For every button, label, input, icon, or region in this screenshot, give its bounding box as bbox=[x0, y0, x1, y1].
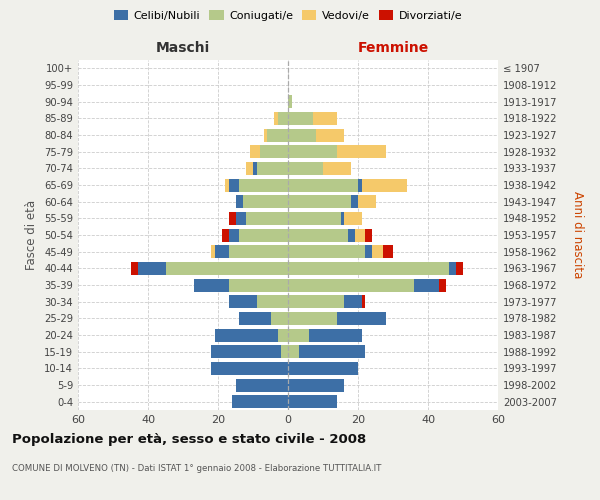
Bar bbox=[288, 328, 309, 342]
Y-axis label: Anni di nascita: Anni di nascita bbox=[571, 192, 584, 278]
Bar bbox=[323, 162, 351, 175]
Bar bbox=[193, 278, 229, 291]
Text: Maschi: Maschi bbox=[156, 41, 210, 55]
Bar bbox=[288, 345, 299, 358]
Bar bbox=[299, 345, 365, 358]
Bar bbox=[288, 295, 344, 308]
Bar bbox=[253, 162, 257, 175]
Bar bbox=[309, 328, 361, 342]
Bar bbox=[313, 112, 337, 125]
Bar bbox=[263, 128, 267, 141]
Bar bbox=[277, 328, 288, 342]
Bar bbox=[365, 245, 372, 258]
Bar bbox=[288, 312, 337, 325]
Bar bbox=[281, 345, 288, 358]
Bar bbox=[358, 178, 361, 192]
Bar bbox=[130, 262, 137, 275]
Bar bbox=[137, 262, 166, 275]
Bar bbox=[211, 245, 215, 258]
Bar bbox=[246, 162, 253, 175]
Bar bbox=[239, 228, 288, 241]
Text: Popolazione per età, sesso e stato civile - 2008: Popolazione per età, sesso e stato civil… bbox=[12, 432, 366, 446]
Bar bbox=[225, 178, 229, 192]
Bar bbox=[257, 162, 288, 175]
Bar bbox=[344, 295, 361, 308]
Bar bbox=[316, 128, 344, 141]
Bar bbox=[383, 245, 393, 258]
Bar bbox=[365, 228, 372, 241]
Bar bbox=[361, 178, 407, 192]
Bar bbox=[288, 245, 365, 258]
Bar bbox=[414, 278, 439, 291]
Bar bbox=[229, 245, 288, 258]
Bar bbox=[267, 128, 288, 141]
Bar bbox=[242, 195, 288, 208]
Bar bbox=[277, 112, 288, 125]
Bar bbox=[288, 262, 449, 275]
Bar bbox=[239, 312, 271, 325]
Bar bbox=[337, 312, 386, 325]
Bar bbox=[288, 128, 316, 141]
Bar bbox=[271, 312, 288, 325]
Bar bbox=[288, 362, 358, 375]
Bar bbox=[235, 212, 246, 225]
Bar bbox=[232, 395, 288, 408]
Text: Femmine: Femmine bbox=[358, 41, 428, 55]
Bar bbox=[358, 195, 376, 208]
Bar bbox=[341, 212, 344, 225]
Bar bbox=[288, 395, 337, 408]
Bar bbox=[372, 245, 383, 258]
Bar bbox=[355, 228, 365, 241]
Bar bbox=[288, 162, 323, 175]
Bar bbox=[215, 328, 277, 342]
Bar bbox=[288, 378, 344, 392]
Bar bbox=[229, 295, 257, 308]
Bar bbox=[288, 195, 351, 208]
Bar bbox=[239, 178, 288, 192]
Bar bbox=[288, 112, 313, 125]
Text: COMUNE DI MOLVENO (TN) - Dati ISTAT 1° gennaio 2008 - Elaborazione TUTTITALIA.IT: COMUNE DI MOLVENO (TN) - Dati ISTAT 1° g… bbox=[12, 464, 382, 473]
Bar bbox=[235, 195, 242, 208]
Bar bbox=[257, 295, 288, 308]
Bar bbox=[211, 362, 288, 375]
Bar bbox=[260, 145, 288, 158]
Bar bbox=[229, 228, 239, 241]
Bar bbox=[456, 262, 463, 275]
Bar bbox=[344, 212, 361, 225]
Bar bbox=[439, 278, 445, 291]
Bar bbox=[288, 278, 414, 291]
Bar bbox=[347, 228, 355, 241]
Bar bbox=[337, 145, 386, 158]
Legend: Celibi/Nubili, Coniugati/e, Vedovi/e, Divorziati/e: Celibi/Nubili, Coniugati/e, Vedovi/e, Di… bbox=[112, 8, 464, 23]
Bar bbox=[235, 378, 288, 392]
Bar bbox=[229, 278, 288, 291]
Bar bbox=[288, 212, 341, 225]
Bar bbox=[211, 345, 281, 358]
Bar bbox=[221, 228, 229, 241]
Bar bbox=[229, 178, 239, 192]
Bar bbox=[215, 245, 229, 258]
Bar bbox=[166, 262, 288, 275]
Bar bbox=[361, 295, 365, 308]
Y-axis label: Fasce di età: Fasce di età bbox=[25, 200, 38, 270]
Bar bbox=[288, 228, 347, 241]
Bar bbox=[250, 145, 260, 158]
Bar bbox=[246, 212, 288, 225]
Bar bbox=[449, 262, 456, 275]
Bar bbox=[274, 112, 277, 125]
Bar bbox=[229, 212, 235, 225]
Bar bbox=[288, 145, 337, 158]
Bar bbox=[288, 95, 292, 108]
Bar bbox=[351, 195, 358, 208]
Bar bbox=[288, 178, 358, 192]
